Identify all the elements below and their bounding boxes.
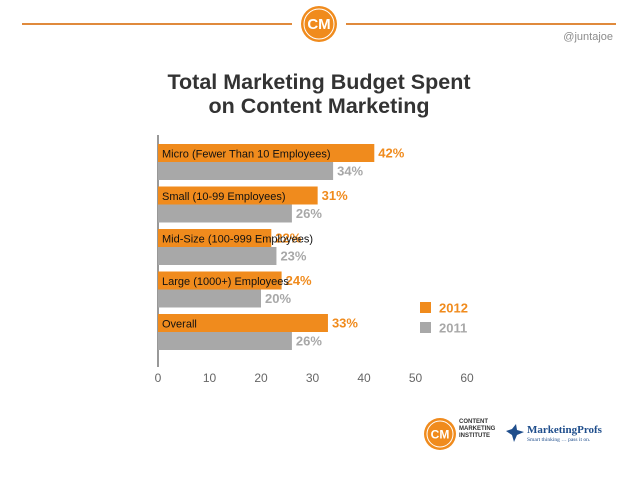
bar-2012-2	[158, 229, 272, 247]
footer-logos: CM CONTENT MARKETING INSTITUTE Marketing…	[423, 414, 603, 454]
data-label-2012-4: 33%	[332, 316, 358, 331]
bar-2011-0	[158, 162, 334, 180]
cmi-line-2: MARKETING	[459, 426, 496, 432]
header-rule-right	[346, 23, 616, 25]
data-label-2011-3: 20%	[265, 291, 291, 306]
twitter-handle: @juntajoe	[563, 31, 613, 43]
marketingprofs-logo: MarketingProfs	[527, 424, 602, 436]
bar-2011-3	[158, 289, 261, 308]
bar-2012-1	[158, 186, 318, 205]
category-label-0: Micro (Fewer Than 10 Employees)	[162, 149, 331, 161]
legend-swatch-2011	[420, 322, 431, 333]
legend-label-2012: 2012	[439, 301, 468, 316]
legend-label-2011: 2011	[439, 321, 467, 336]
cm-logo-icon: CM	[301, 6, 337, 42]
bar-2011-2	[158, 247, 277, 265]
bar-2011-1	[158, 204, 292, 223]
category-label-3: Large (1000+) Employees	[162, 276, 289, 288]
chart-title-line-2: on Content Marketing	[208, 94, 430, 118]
bar-2012-4	[158, 314, 328, 332]
legend-swatch-2012	[420, 302, 431, 313]
x-tick-label-10: 10	[203, 371, 217, 385]
x-tick-label-20: 20	[254, 371, 268, 385]
data-label-2012-2: 22%	[275, 231, 301, 246]
x-tick-label-30: 30	[306, 371, 320, 385]
data-label-2011-1: 26%	[296, 206, 322, 221]
cmi-wordmark: CONTENT MARKETING INSTITUTE	[459, 419, 495, 440]
bar-2012-3	[158, 271, 282, 290]
x-tick-label-40: 40	[357, 371, 371, 385]
chart-title: Total Marketing Budget Spent on Content …	[160, 70, 478, 118]
bar-2011-4	[158, 332, 292, 350]
data-label-2012-1: 31%	[322, 188, 348, 203]
cmi-logo-text: CM	[431, 428, 450, 442]
data-label-2012-3: 24%	[286, 273, 312, 288]
chart-title-line-1: Total Marketing Budget Spent	[167, 70, 471, 94]
x-tick-label-60: 60	[460, 371, 474, 385]
x-tick-label-0: 0	[155, 371, 162, 385]
x-tick-label-50: 50	[409, 371, 423, 385]
data-label-2012-0: 42%	[378, 146, 404, 161]
cmi-logo-icon: CM	[424, 418, 456, 450]
bar-2012-0	[158, 144, 375, 162]
category-label-1: Small (10-99 Employees)	[162, 191, 286, 203]
cmi-line-1: CONTENT	[459, 419, 488, 425]
cmi-line-3: INSTITUTE	[459, 433, 490, 439]
cm-logo-text: CM	[307, 16, 330, 33]
data-label-2011-0: 34%	[337, 164, 363, 179]
category-label-2: Mid-Size (100-999 Employees)	[162, 234, 313, 246]
data-label-2011-4: 26%	[296, 334, 322, 349]
category-label-4: Overall	[162, 319, 197, 331]
bird-icon	[506, 424, 524, 442]
marketingprofs-tagline: Smart thinking … pass it on.	[527, 437, 591, 443]
header-rule-left	[22, 23, 292, 25]
data-label-2011-2: 23%	[280, 249, 306, 264]
